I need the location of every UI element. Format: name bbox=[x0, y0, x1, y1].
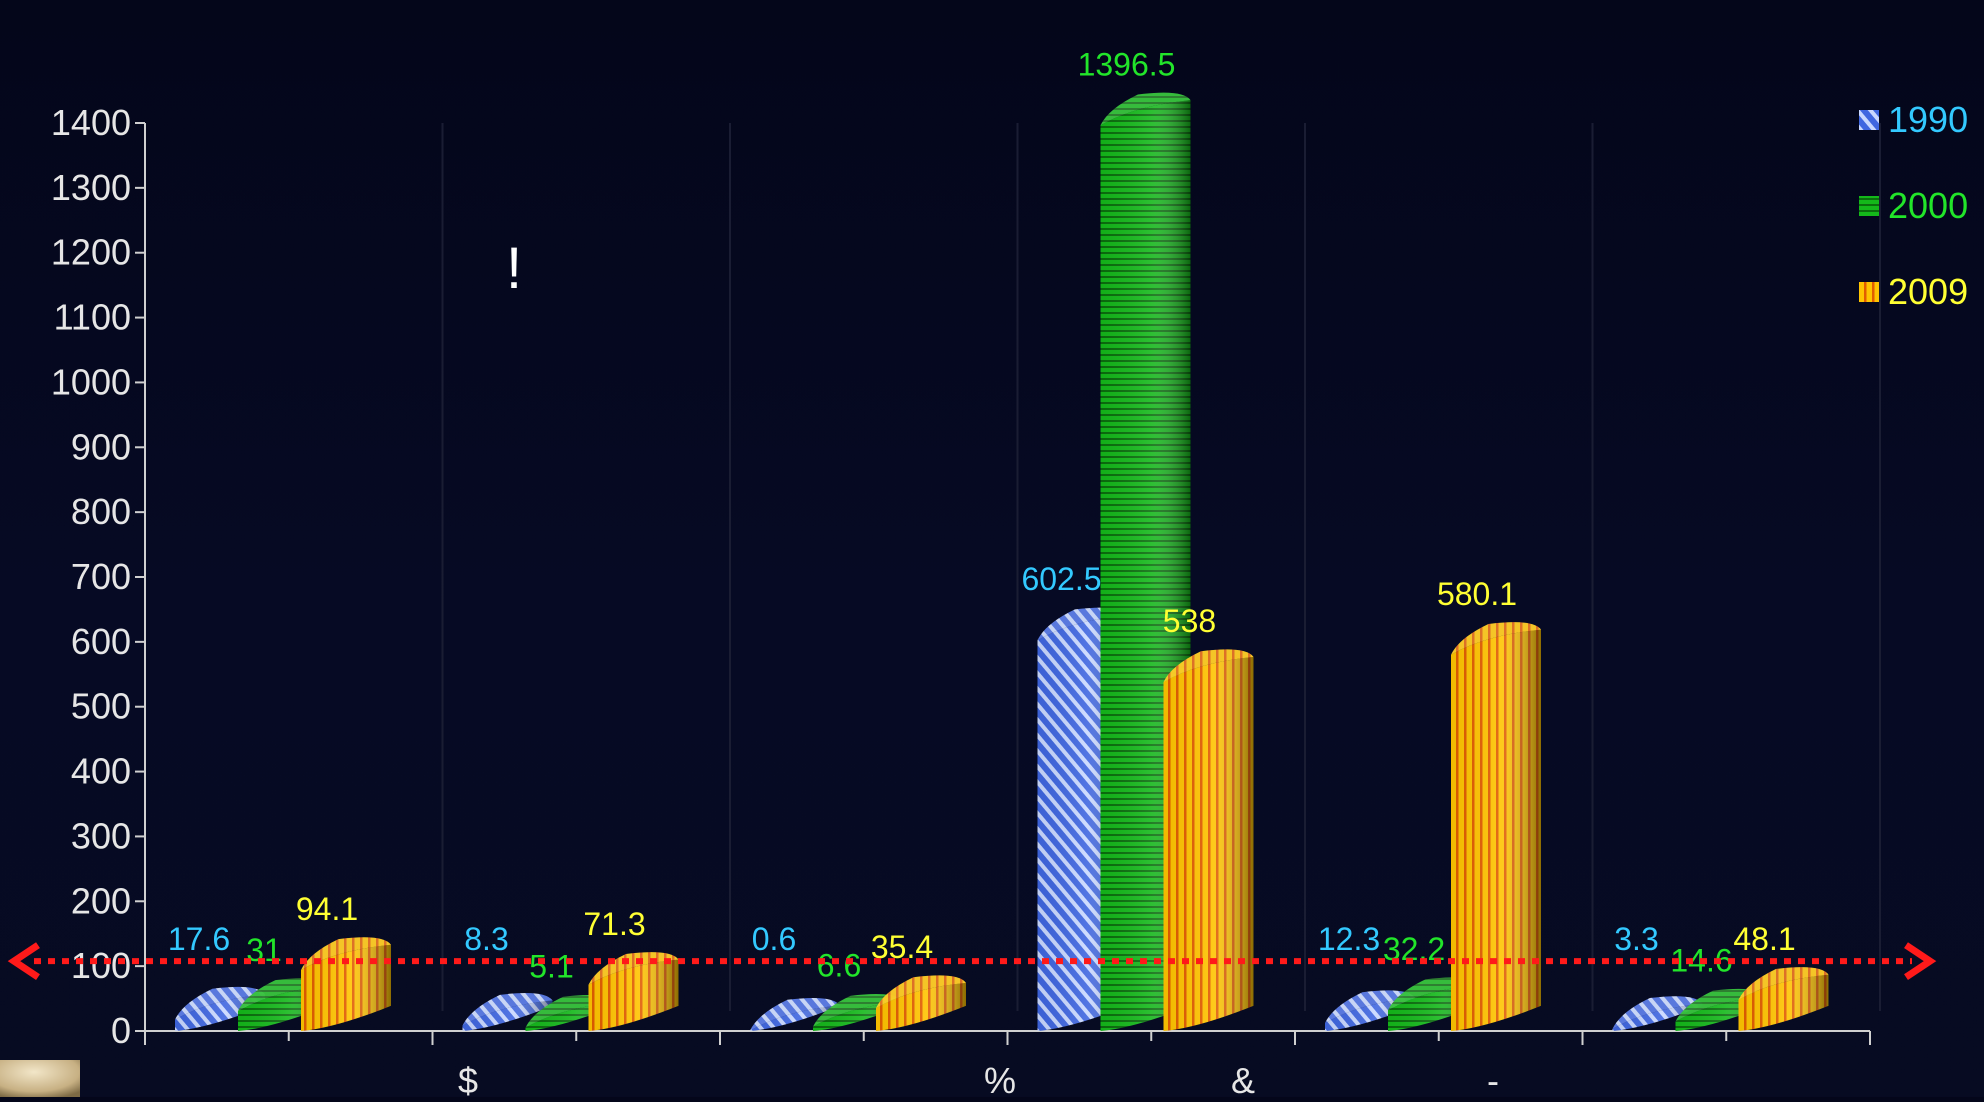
x-category-label: % bbox=[984, 1060, 1016, 1097]
bar-top bbox=[175, 986, 265, 1020]
y-tick-label: 600 bbox=[71, 621, 131, 662]
bar-shading bbox=[301, 944, 391, 1031]
bar-shading bbox=[750, 1005, 840, 1031]
data-label: 5.1 bbox=[529, 949, 573, 985]
bar-top-highlight bbox=[750, 997, 840, 1031]
y-tick-label: 900 bbox=[71, 426, 131, 467]
bar-shading bbox=[1612, 1003, 1703, 1031]
bar-shading bbox=[876, 982, 966, 1031]
y-tick-label: 1100 bbox=[54, 297, 131, 338]
legend-label-1990: 1990 bbox=[1888, 99, 1968, 140]
legend-label-2009: 2009 bbox=[1888, 271, 1968, 312]
bar-top-highlight bbox=[876, 975, 966, 1009]
bar-top bbox=[301, 937, 391, 970]
arrow-left-icon bbox=[7, 942, 40, 981]
legend-swatch-2009 bbox=[1859, 282, 1879, 302]
bar-top bbox=[750, 997, 840, 1031]
x-category-label: $ bbox=[458, 1060, 478, 1097]
chart-annotation: ! bbox=[506, 236, 522, 301]
bar-top-highlight bbox=[462, 992, 553, 1026]
bar-top bbox=[462, 992, 553, 1026]
legend-label-2000: 2000 bbox=[1888, 185, 1968, 226]
bar-top bbox=[1451, 622, 1541, 655]
bar-2009-3 bbox=[1163, 649, 1254, 1031]
y-tick-label: 500 bbox=[71, 686, 131, 727]
data-label: 602.5 bbox=[1021, 561, 1101, 597]
bar-1990-1 bbox=[462, 992, 553, 1031]
bar-top bbox=[1325, 990, 1415, 1024]
gridlines bbox=[441, 123, 1881, 1011]
y-tick-label: 800 bbox=[71, 491, 131, 532]
data-label: 580.1 bbox=[1437, 576, 1517, 612]
bar-top bbox=[1163, 649, 1254, 683]
y-tick-label: 1400 bbox=[51, 102, 131, 143]
bar-1990-2 bbox=[750, 997, 840, 1031]
bar-top bbox=[1100, 92, 1191, 126]
bar-shading bbox=[588, 959, 679, 1031]
bar-top-highlight bbox=[1100, 92, 1191, 126]
reference-line bbox=[7, 942, 1937, 981]
x-category-label: & bbox=[1231, 1060, 1255, 1097]
axes: 0 100 200 300 400 500 600 700 800 900 1000 1100 1200… bbox=[51, 102, 1871, 1101]
bar-2009-2 bbox=[876, 975, 966, 1031]
bar-top-highlight bbox=[1738, 967, 1829, 1000]
bar-top bbox=[876, 975, 966, 1009]
legend: 1990 2000 2009 bbox=[1859, 99, 1968, 312]
x-category-label: - bbox=[1487, 1060, 1499, 1097]
bar-top-highlight bbox=[1163, 649, 1254, 683]
bar-top-highlight bbox=[301, 937, 391, 970]
y-tick-label: 1000 bbox=[51, 361, 131, 402]
data-label: 94.1 bbox=[296, 891, 358, 927]
y-tick-label: 1300 bbox=[51, 167, 131, 208]
y-tick-label: 200 bbox=[71, 880, 131, 921]
data-label: 17.6 bbox=[168, 921, 230, 957]
data-label: 3.3 bbox=[1614, 921, 1658, 957]
bar-shading bbox=[1451, 629, 1541, 1031]
data-label: 71.3 bbox=[583, 906, 645, 942]
y-tick-label: 0 bbox=[111, 1010, 131, 1051]
bar-shading bbox=[462, 1000, 553, 1031]
bar-shading bbox=[1738, 974, 1829, 1031]
data-label: 8.3 bbox=[464, 921, 508, 957]
y-tick-label: 100 bbox=[71, 945, 131, 986]
data-label: 6.6 bbox=[817, 948, 861, 984]
bar-top bbox=[1738, 967, 1829, 1000]
data-label: 538 bbox=[1163, 603, 1216, 639]
data-label: 12.3 bbox=[1318, 921, 1380, 957]
y-tick-label: 700 bbox=[71, 556, 131, 597]
data-label: 0.6 bbox=[752, 921, 796, 957]
bar-2009-5 bbox=[1738, 967, 1829, 1031]
corner-decoration bbox=[0, 1060, 80, 1102]
data-label: 1396.5 bbox=[1078, 46, 1176, 82]
arrow-right-icon bbox=[1904, 942, 1937, 981]
bar-1990-0 bbox=[175, 986, 265, 1031]
bar-top bbox=[1612, 996, 1703, 1029]
bar-shading bbox=[1163, 656, 1254, 1031]
y-tick-label: 1200 bbox=[51, 232, 131, 273]
legend-swatch-2000 bbox=[1859, 196, 1879, 216]
bar-top-highlight bbox=[175, 986, 265, 1020]
legend-swatch-1990 bbox=[1859, 110, 1879, 130]
bar-1990-5 bbox=[1612, 996, 1703, 1031]
bar-top-highlight bbox=[1325, 990, 1415, 1024]
y-tick-label: 300 bbox=[71, 815, 131, 856]
bar-2009-0 bbox=[301, 937, 391, 1031]
bar-2009-4 bbox=[1451, 622, 1541, 1031]
bar-top-highlight bbox=[1451, 622, 1541, 655]
bars bbox=[175, 92, 1829, 1031]
data-label: 48.1 bbox=[1733, 921, 1795, 957]
bar-top-highlight bbox=[1612, 996, 1703, 1029]
y-tick-label: 400 bbox=[71, 751, 131, 792]
bar-shading bbox=[175, 994, 265, 1031]
